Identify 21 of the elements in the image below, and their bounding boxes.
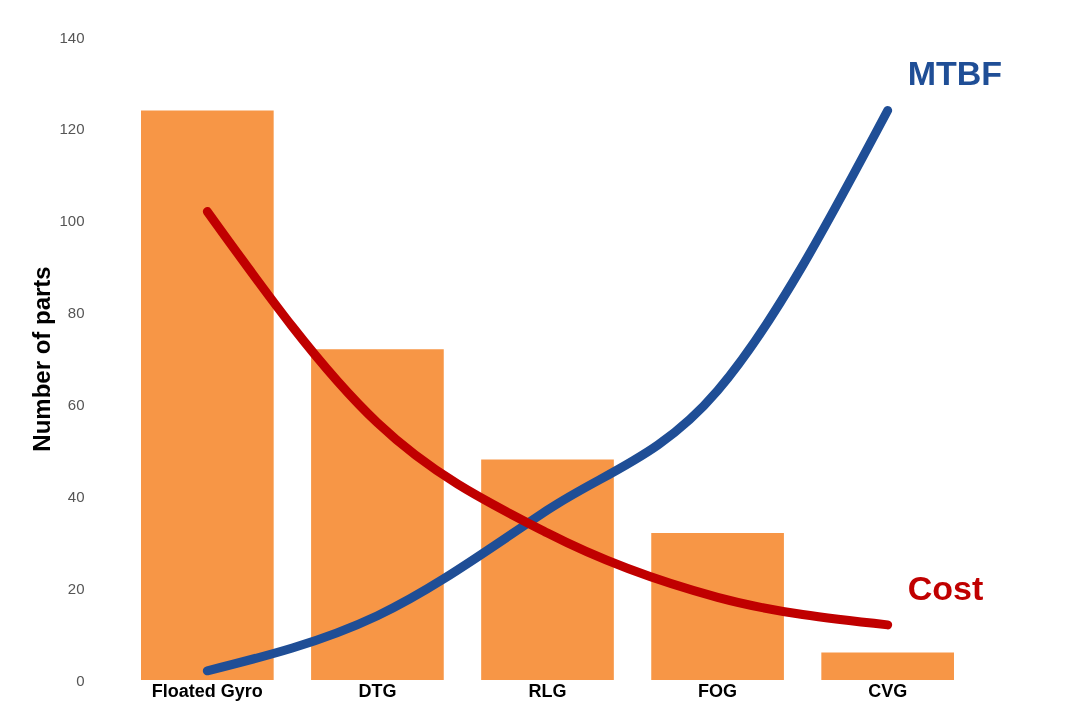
y-tick-label: 0	[76, 671, 85, 689]
bar	[651, 533, 784, 680]
y-axis-title: Number of parts	[28, 266, 56, 452]
bar	[141, 110, 274, 680]
y-tick-label: 80	[67, 304, 85, 322]
x-tick-label: FOG	[698, 680, 738, 701]
series-label: Cost	[907, 568, 984, 607]
y-tick-label: 100	[59, 212, 85, 230]
series-label: MTBF	[907, 54, 1003, 93]
y-tick-label: 140	[59, 28, 85, 46]
y-tick-label: 20	[67, 579, 85, 597]
x-tick-label: Floated Gyro	[151, 680, 263, 701]
bar	[311, 349, 444, 680]
bar	[821, 652, 954, 680]
bar	[481, 459, 614, 680]
y-tick-label: 40	[67, 487, 85, 505]
x-tick-label: DTG	[358, 680, 397, 701]
x-tick-label: CVG	[868, 680, 908, 701]
y-tick-label: 60	[67, 395, 85, 413]
x-tick-label: RLG	[528, 680, 567, 701]
y-tick-label: 120	[59, 120, 85, 138]
